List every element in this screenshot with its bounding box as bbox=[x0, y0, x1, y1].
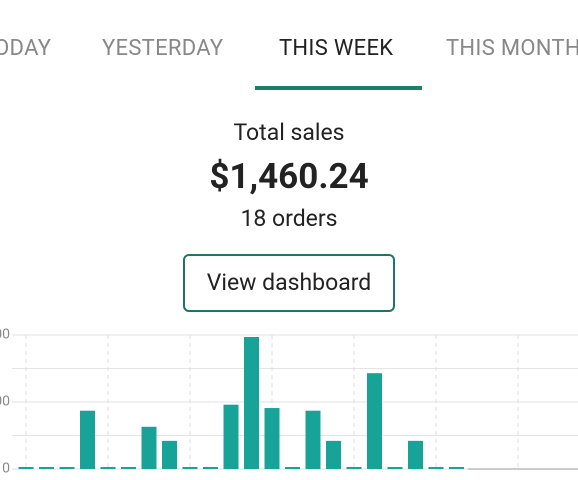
bar bbox=[223, 404, 239, 469]
bar bbox=[203, 467, 218, 469]
bar bbox=[39, 467, 54, 469]
bar bbox=[182, 467, 198, 469]
bar bbox=[428, 467, 444, 469]
tab[interactable]: THIS MONTH bbox=[446, 36, 578, 61]
chart: 0 100 200 bbox=[0, 327, 578, 477]
y-tick-label: 100 bbox=[0, 394, 10, 410]
bar bbox=[449, 467, 464, 469]
bar bbox=[80, 410, 95, 469]
view-dashboard-button[interactable]: View dashboard bbox=[183, 254, 395, 312]
bar bbox=[285, 467, 300, 469]
bar bbox=[244, 337, 259, 469]
bar bbox=[121, 467, 136, 469]
bar bbox=[18, 467, 34, 469]
tab[interactable]: YESTERDAY bbox=[102, 36, 224, 61]
bar bbox=[305, 410, 321, 469]
bar bbox=[408, 440, 423, 469]
metric-value: $1,460.24 bbox=[209, 156, 369, 197]
bar bbox=[387, 467, 403, 469]
metric-label: Total sales bbox=[233, 119, 345, 146]
tab-indicator bbox=[255, 86, 422, 90]
bar bbox=[326, 440, 341, 469]
bar bbox=[346, 467, 362, 469]
bar bbox=[141, 426, 157, 469]
y-tick-label: 0 bbox=[2, 461, 10, 477]
bar bbox=[59, 467, 75, 469]
bar bbox=[264, 408, 280, 469]
metric-subtext: 18 orders bbox=[240, 205, 338, 232]
tab[interactable]: TODAY bbox=[0, 36, 52, 61]
bar bbox=[162, 440, 177, 469]
bar bbox=[100, 467, 116, 469]
tab-active[interactable]: THIS WEEK bbox=[279, 36, 394, 61]
y-tick-label: 200 bbox=[0, 327, 10, 343]
bar bbox=[367, 373, 382, 469]
